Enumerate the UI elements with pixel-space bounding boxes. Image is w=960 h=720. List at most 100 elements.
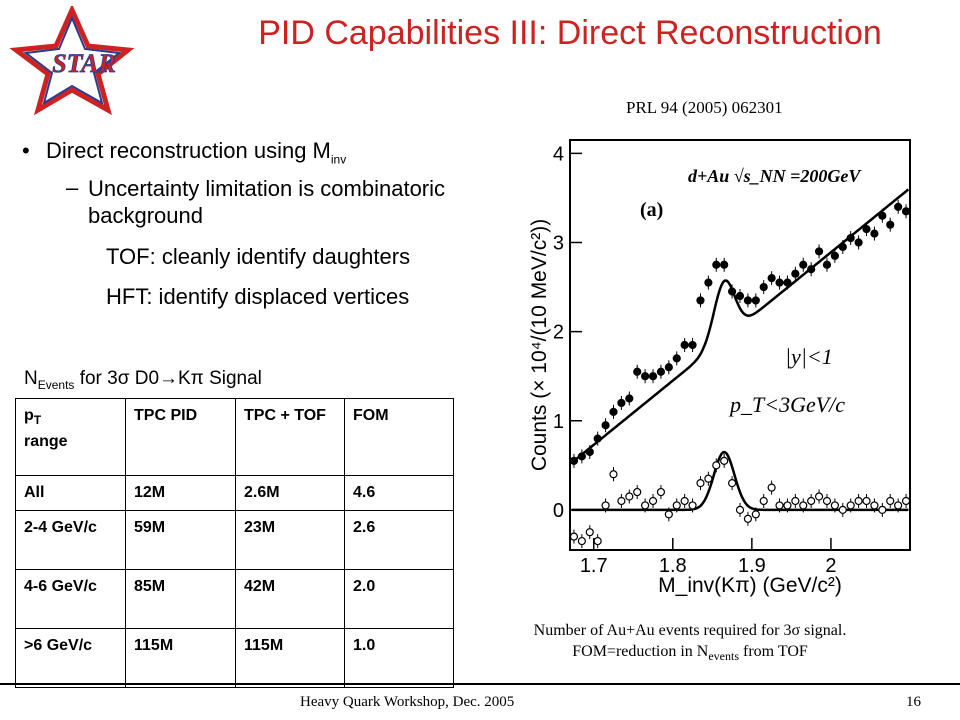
data-point-open [791,496,800,506]
data-point-filled [617,398,626,408]
y-tick-label: 0 [553,500,564,522]
data-point-filled [807,265,816,274]
data-point-open [680,496,689,506]
data-point-open [822,496,832,506]
table-cell: 23M [235,510,345,570]
data-point-open [625,492,634,501]
caption-n: N [24,368,38,389]
logo-text: STAR [52,49,116,78]
star-shape-inner [23,15,122,106]
data-point-open [664,510,673,519]
table-cell: 115M [235,628,345,688]
data-point-filled [838,242,847,252]
x-tick-label: 1.7 [580,555,608,577]
data-point-filled [886,220,895,229]
data-point-open [712,461,721,470]
data-point-filled [814,247,824,256]
y-tick-label: 3 [553,233,564,255]
table-cell: 115M [125,628,236,688]
data-point-open [696,479,705,488]
data-point-open [633,487,642,497]
fit-line-signal [571,450,909,512]
data-point-filled [577,452,586,461]
data-point-filled [648,372,658,381]
x-tick-label: 1.9 [738,555,766,577]
data-point-filled [727,287,737,296]
data-point-open [688,501,697,510]
star-shape [9,6,135,116]
bullet-tof: TOF: cleanly identify daughters [106,244,411,269]
data-point-filled [704,278,713,287]
star-logo: STAR [9,6,135,116]
figure-caption-line1: Number of Au+Au events required for 3σ s… [533,622,847,639]
table-cell: 2.6M [235,475,345,511]
bullet-uncertainty-text: Uncertainty limitation is combinatoric b… [88,176,446,228]
data-point-filled [735,291,745,301]
table-cell: >6 GeV/c [15,628,126,688]
data-point-open [672,501,681,510]
footer-text: Heavy Quark Workshop, Dec. 2005 [300,694,515,710]
table-cell: 2.0 [344,569,454,629]
data-point-filled [664,363,673,372]
data-point-open [648,496,658,506]
header-tpc-tof: TPC + TOF [235,398,345,476]
data-point-filled [799,260,808,269]
table-cell: 1.0 [344,628,454,688]
data-point-filled [846,233,855,243]
y-tick-label: 1 [553,411,564,433]
data-point-open [775,501,784,510]
data-point-filled [680,340,689,350]
data-point-filled [759,282,768,292]
table-cell: 4.6 [344,475,454,511]
data-point-open [886,496,895,506]
data-point-filled [601,421,610,430]
data-point-open [720,456,729,465]
bullet-hft: HFT: identify displaced vertices [106,284,410,309]
data-point-open [901,496,911,506]
data-point-open [830,501,839,510]
data-point-open [894,501,903,510]
data-point-filled [822,260,832,269]
data-point-open [593,536,602,546]
data-point-open [854,496,863,506]
data-point-filled [870,229,879,238]
data-point-open [704,474,713,483]
data-point-filled [585,447,594,457]
annotation-pt: p_T<3GeV/c [728,392,845,417]
reference-citation: PRL 94 (2005) 062301 [626,98,783,117]
data-point-open [799,501,808,510]
data-point-open [617,496,626,506]
bullet-subscript: inv [330,152,347,167]
x-tick-label: 2 [825,555,836,577]
data-point-open [846,501,855,510]
data-point-filled [775,278,784,287]
x-axis-label: M_inv(Kπ) (GeV/c²) [658,574,842,597]
data-point-filled [901,207,911,216]
table-cell: 42M [235,569,345,629]
slide-title: PID Capabilities III: Direct Reconstruct… [258,14,882,52]
data-point-open [870,501,879,510]
data-point-filled [830,251,839,260]
data-point-open [735,505,745,514]
figure-caption: Number of Au+Au events required for 3σ s… [460,620,920,667]
data-point-filled [712,260,721,269]
data-point-filled [633,367,642,376]
data-point-filled [656,367,666,376]
data-point-filled [696,296,705,305]
table-row: 4-6 GeV/c 85M 42M 2.0 [15,569,454,629]
y-axis-label: Counts (× 10⁴/(10 MeV/c²)) [528,219,551,471]
data-point-open [656,487,666,497]
caption-rest: for 3σ D0→Kπ Signal [74,368,262,389]
data-point-filled [641,372,650,381]
table-cell: 85M [125,569,236,629]
data-point-filled [569,456,579,465]
data-point-open [585,528,594,537]
table-cell: All [15,475,126,511]
data-point-filled [688,340,697,350]
data-point-filled [609,407,618,416]
table-cell: 12M [125,475,236,511]
bullet-text: Direct reconstruction using M [46,138,331,163]
data-point-open [783,501,792,510]
data-point-filled [783,278,792,287]
data-point-open [601,501,610,510]
